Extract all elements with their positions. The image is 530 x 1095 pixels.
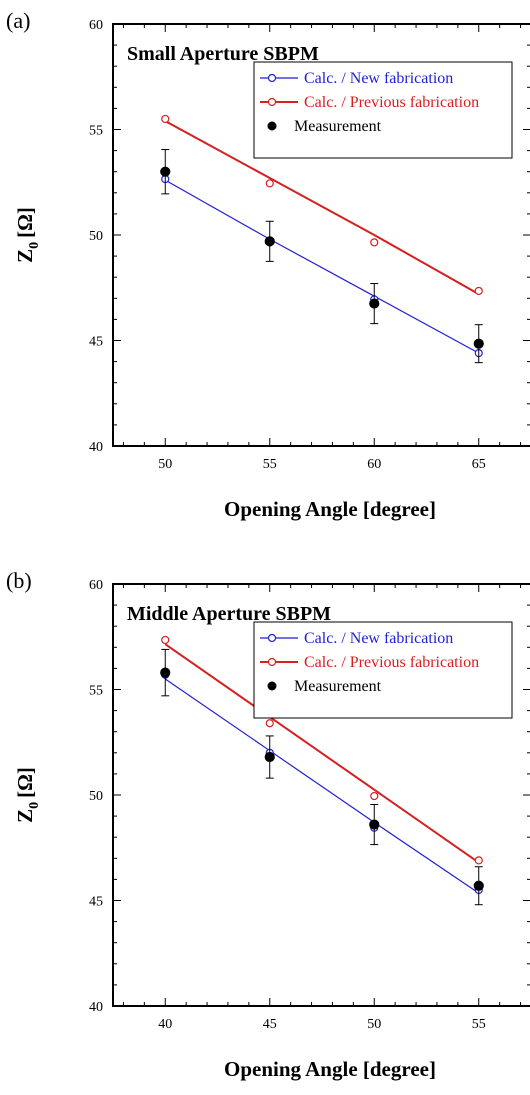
calc-point [161,114,170,124]
x-tick-label: 45 [263,1017,277,1032]
x-axis-title: Opening Angle [degree] [224,1057,436,1081]
panel-label: (a) [6,8,31,33]
calc-point [474,856,483,865]
y-axis-title-subscript: 0 [27,802,42,809]
y-axis-title-main: Z [13,809,37,823]
y-axis-title-main: Z [13,249,37,263]
y-tick-label: 60 [89,578,103,593]
legend-entry: Measurement [294,678,382,695]
legend-entry: Calc. / New fabrication [304,70,453,87]
y-axis-title: Z0 [Ω] [13,207,42,263]
x-tick-label: 55 [472,1017,486,1032]
measurement-point [160,667,171,678]
y-tick-label: 40 [89,1000,103,1015]
y-axis-title-unit: [Ω] [13,767,37,798]
calc-point [370,238,379,247]
y-tick-label: 60 [89,18,103,33]
x-tick-label: 50 [367,1017,381,1032]
y-axis-title-unit: [Ω] [13,207,37,238]
x-tick-label: 55 [263,457,277,472]
y-tick-label: 50 [89,789,103,804]
y-axis-title-subscript: 0 [27,242,42,249]
measurement-point [264,236,275,247]
measurement-point [369,819,380,830]
calc-point [370,791,379,801]
series-line-new-fabrication [164,179,480,354]
series-line-new-fabrication [164,678,480,894]
y-tick-label: 50 [89,229,103,244]
legend-marker [267,97,277,107]
calc-point [265,719,274,728]
legend-entry: Calc. / Previous fabrication [304,654,479,671]
y-axis-title: Z0 [Ω] [13,767,42,823]
chart-title: Small Aperture SBPM [127,43,319,65]
chart-a: 40 45 50 55 60 50 55 60 65 Opening Angle [degree]… [13,18,530,521]
series-line-previous-fabrication [164,643,480,864]
x-axis-title: Opening Angle [degree] [224,497,436,521]
y-tick-label: 40 [89,440,103,455]
chart-b: 40 45 50 55 60 40 45 50 55 Opening Angle [degree]… [13,578,530,1081]
x-tick-label: 50 [158,457,172,472]
chart-panel-b: (b) 40 45 50 55 60 40 45 50 55 Opening Angle [deg… [0,560,530,1095]
y-tick-label: 55 [89,124,103,139]
legend-marker [267,121,277,131]
chart-title: Middle Aperture SBPM [127,603,331,625]
measurement-point [473,338,484,349]
chart-panel-a: (a) 40 45 50 55 60 50 55 60 65 Opening Angle [deg… [0,0,530,535]
legend-marker [267,657,277,667]
legend-marker [267,681,277,691]
x-tick-label: 60 [367,457,381,472]
y-tick-label: 55 [89,684,103,699]
x-tick-label: 65 [472,457,486,472]
measurement-point [264,751,275,763]
series-line-previous-fabrication [164,120,480,295]
y-tick-label: 45 [89,895,103,910]
calc-point [474,286,483,296]
measurement-point [473,880,484,891]
measurement-point [160,166,171,177]
y-tick-label: 45 [89,335,103,350]
calc-point [161,635,170,645]
legend-entry: Measurement [294,118,382,135]
legend-marker [267,633,277,643]
legend-entry: Calc. / Previous fabrication [304,94,479,111]
panel-label: (b) [6,568,32,593]
x-tick-label: 40 [158,1017,172,1032]
measurement-point [369,298,380,309]
legend-entry: Calc. / New fabrication [304,630,453,647]
legend-marker [267,73,277,83]
calc-point [265,179,274,188]
